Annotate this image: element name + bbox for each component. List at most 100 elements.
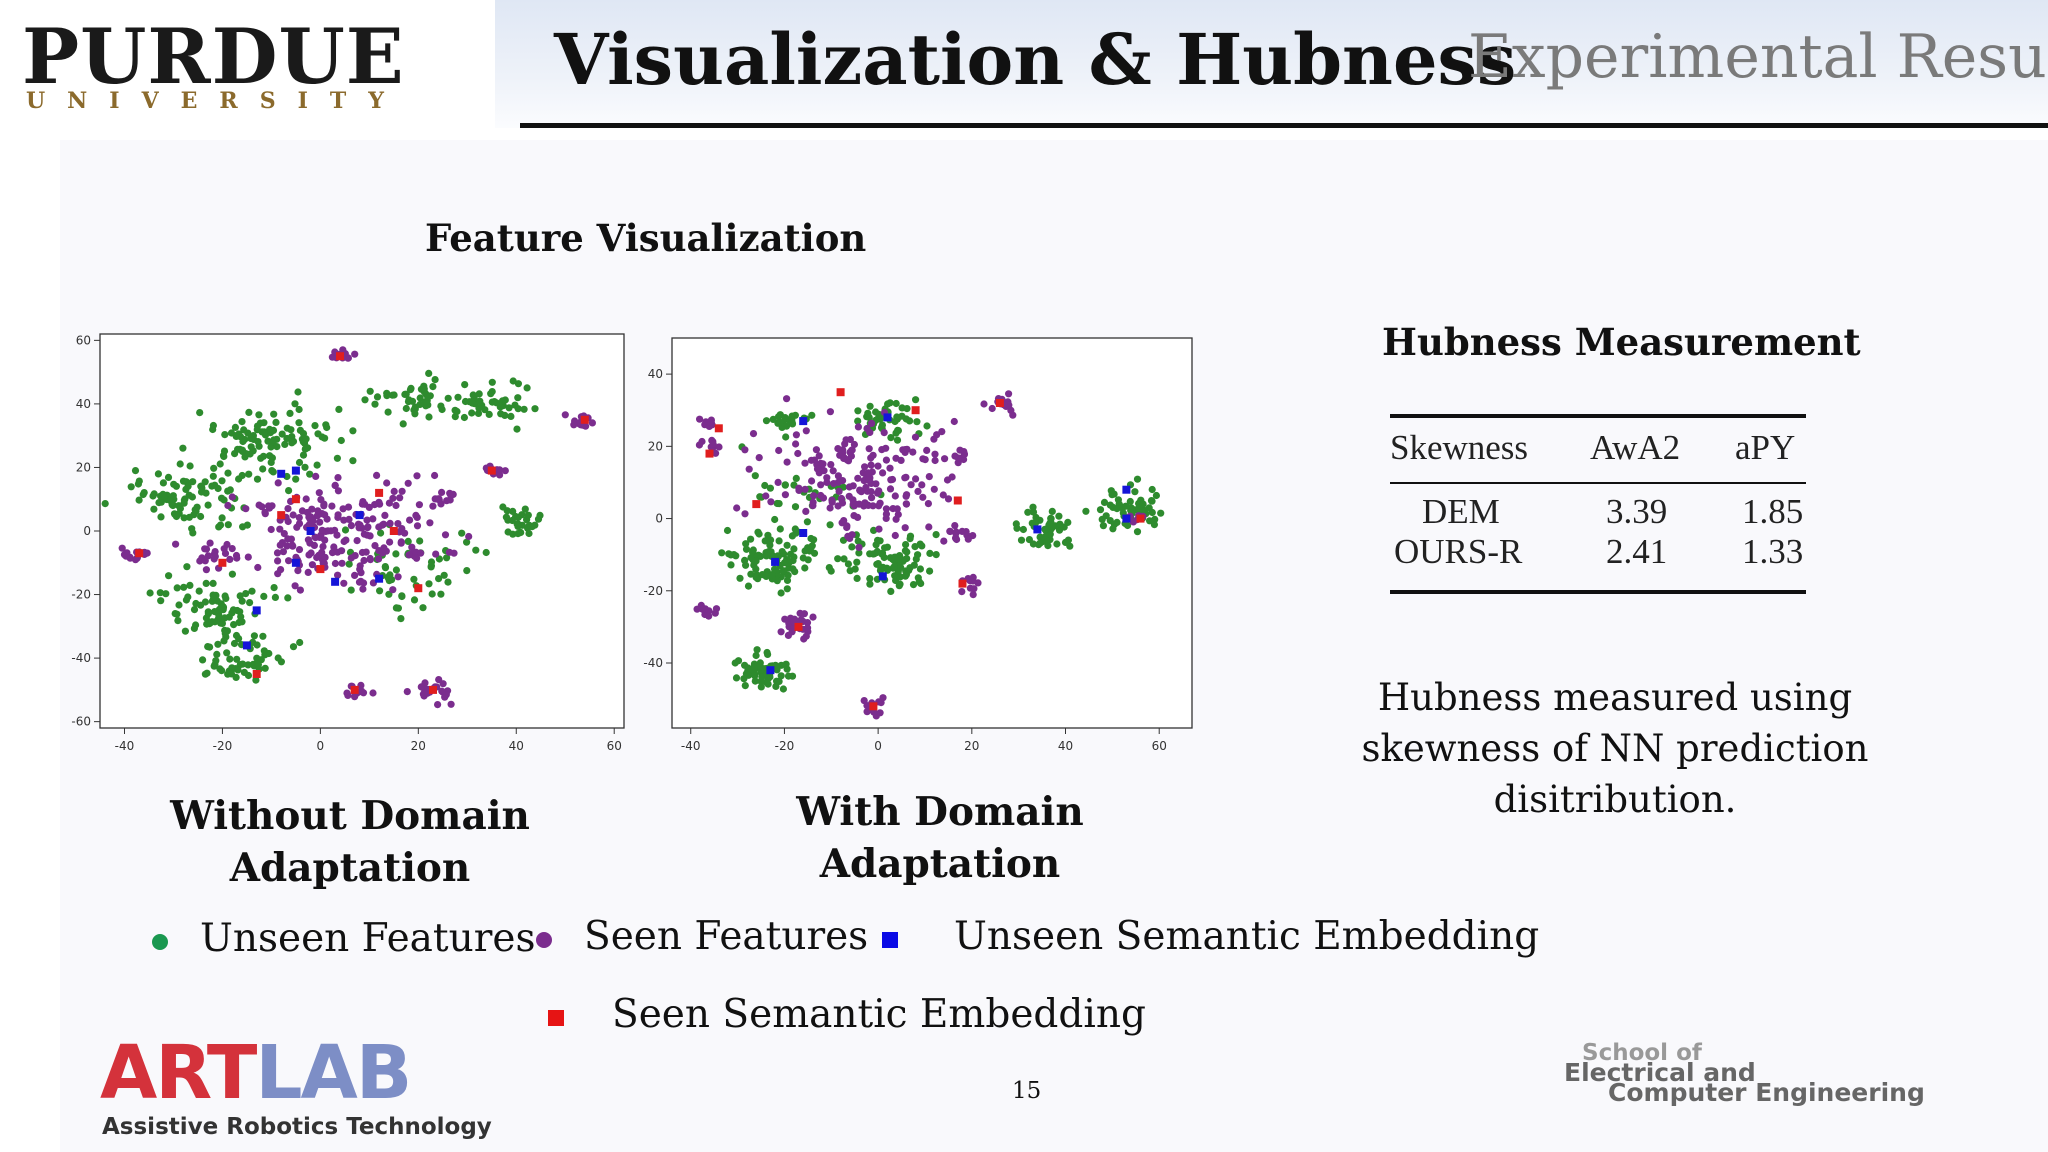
seen-feature-point — [321, 553, 329, 561]
seen-feature-series — [693, 390, 1147, 720]
unseen-semantic-point — [277, 469, 286, 478]
unseen-feature-point — [180, 499, 188, 507]
unseen-feature-point — [384, 408, 392, 416]
seen-feature-point — [854, 474, 862, 482]
unseen-feature-point — [419, 604, 427, 612]
unseen-feature-point — [210, 662, 218, 670]
unseen-feature-point — [781, 414, 789, 422]
unseen-feature-point — [461, 381, 469, 389]
unseen-feature-point — [514, 530, 522, 538]
unseen-feature-point — [392, 566, 400, 574]
seen-feature-point — [447, 700, 455, 708]
seen-feature-point — [823, 474, 831, 482]
unseen-feature-point — [1043, 538, 1051, 546]
unseen-feature-point — [874, 536, 882, 544]
unseen-feature-point — [180, 583, 188, 591]
seen-feature-point — [570, 421, 578, 429]
unseen-feature-point — [139, 490, 147, 499]
unseen-feature-point — [347, 586, 355, 594]
seen-feature-point — [705, 612, 713, 620]
seen-feature-point — [143, 549, 151, 557]
unseen-feature-point — [416, 394, 424, 402]
y-tick-label: 0 — [83, 524, 91, 538]
x-tick-label: 20 — [411, 739, 426, 753]
unseen-feature-point — [482, 548, 490, 557]
unseen-feature-point — [825, 564, 833, 572]
unseen-feature-point — [197, 512, 205, 521]
seen-feature-point — [431, 471, 439, 480]
seen-feature-point — [284, 517, 292, 526]
seen-feature-point — [882, 514, 890, 522]
unseen-feature-point — [253, 475, 262, 483]
seen-feature-point — [304, 568, 312, 576]
unseen-feature-point — [281, 440, 289, 448]
unseen-feature-point — [744, 582, 753, 590]
seen-feature-point — [273, 549, 282, 557]
seen-feature-point — [840, 454, 849, 462]
seen-feature-point — [588, 419, 597, 427]
seen-feature-point — [901, 474, 909, 482]
seen-feature-point — [924, 500, 932, 508]
seen-semantic-point — [487, 466, 496, 475]
seen-feature-point — [948, 473, 956, 481]
unseen-feature-point — [779, 567, 787, 575]
unseen-feature-point — [399, 420, 407, 428]
seen-feature-point — [439, 680, 447, 688]
unseen-feature-point — [238, 446, 246, 454]
seen-feature-point — [363, 531, 371, 539]
unseen-feature-point — [1047, 518, 1055, 527]
seen-semantic-point — [218, 558, 227, 567]
unseen-feature-point — [878, 549, 887, 557]
unseen-feature-point — [1017, 536, 1026, 544]
unseen-feature-point — [742, 545, 751, 553]
seen-feature-point — [855, 500, 863, 508]
table-cell-dem-awa2: 3.39 — [1606, 492, 1668, 531]
unseen-feature-point — [349, 457, 357, 465]
section-title: Experimental Results — [1468, 22, 2048, 92]
seen-feature-point — [876, 709, 884, 717]
seen-feature-point — [404, 479, 412, 487]
seen-feature-point — [296, 586, 304, 594]
unseen-feature-point — [238, 471, 246, 480]
unseen-feature-point — [135, 496, 143, 504]
unseen-feature-point — [855, 549, 863, 557]
seen-feature-point — [874, 462, 882, 470]
unseen-feature-point — [397, 615, 405, 623]
seen-feature-point — [383, 479, 391, 487]
seen-semantic-point — [429, 685, 437, 694]
seen-feature-point — [344, 503, 353, 511]
seen-feature-point — [861, 463, 869, 471]
seen-feature-point — [876, 499, 884, 507]
seen-feature-point — [809, 498, 817, 506]
unseen-semantic-series — [766, 413, 1131, 675]
seen-feature-point — [343, 689, 351, 697]
y-tick-label: -40 — [71, 651, 91, 665]
unseen-feature-point — [764, 650, 772, 658]
unseen-feature-point — [912, 555, 920, 563]
unseen-feature-point — [361, 396, 369, 404]
x-tick-label: -40 — [115, 739, 135, 753]
unseen-feature-point — [531, 405, 539, 413]
unseen-feature-point — [1024, 508, 1032, 516]
unseen-feature-point — [1106, 501, 1114, 509]
legend-unseen-features-marker — [152, 934, 168, 950]
unseen-feature-point — [388, 391, 397, 399]
seen-feature-point — [413, 554, 421, 562]
unseen-feature-point — [782, 433, 790, 441]
unseen-feature-point — [189, 529, 197, 537]
unseen-feature-point — [221, 431, 229, 439]
seen-feature-point — [868, 494, 876, 502]
unseen-feature-point — [902, 541, 910, 549]
unseen-semantic-point — [883, 413, 892, 422]
unseen-feature-point — [371, 400, 379, 408]
seen-feature-point — [371, 501, 379, 509]
seen-feature-point — [223, 540, 231, 549]
unseen-feature-point — [154, 470, 162, 478]
unseen-feature-point — [306, 470, 314, 478]
unseen-feature-point — [884, 400, 892, 408]
x-tick-label: 0 — [874, 739, 882, 753]
unseen-feature-point — [245, 470, 253, 478]
unseen-feature-point — [411, 410, 419, 418]
unseen-feature-point — [1133, 475, 1142, 483]
seen-feature-point — [413, 522, 422, 530]
